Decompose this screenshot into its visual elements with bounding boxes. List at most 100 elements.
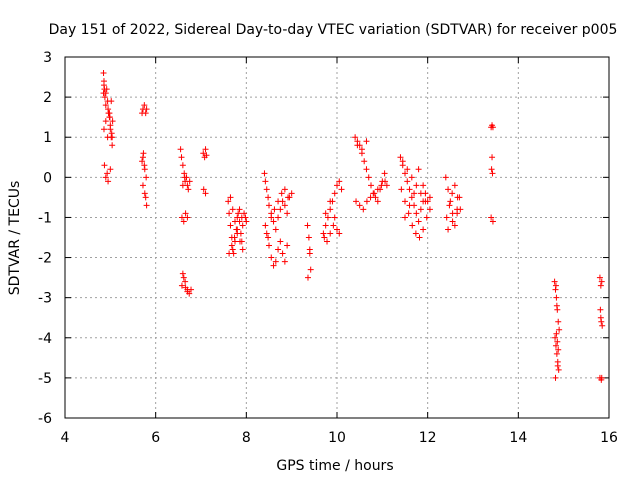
data-point-marker: [374, 186, 381, 193]
data-point-marker: [142, 194, 149, 201]
data-point-marker: [263, 186, 270, 193]
data-point-marker: [374, 198, 381, 205]
data-point-marker: [229, 246, 236, 253]
data-point-marker: [406, 186, 413, 193]
y-tick-label: -3: [38, 291, 52, 307]
data-point-marker: [327, 230, 334, 237]
data-point-marker: [352, 134, 359, 141]
data-point-marker: [184, 214, 191, 221]
data-point-marker: [275, 198, 282, 205]
data-point-marker: [361, 158, 368, 165]
data-point-marker: [336, 230, 343, 237]
x-tick-label: 16: [600, 430, 618, 446]
data-point-marker: [108, 98, 115, 105]
data-point-marker: [306, 246, 313, 253]
data-point-marker: [141, 162, 148, 169]
data-point-marker: [405, 210, 412, 217]
data-point-marker: [186, 178, 193, 185]
data-point-marker: [454, 194, 461, 201]
data-point-marker: [454, 210, 461, 217]
data-point-marker: [304, 222, 311, 229]
data-point-marker: [334, 182, 340, 189]
data-point-marker: [271, 206, 278, 213]
data-point-marker: [141, 102, 148, 109]
data-point-marker: [321, 234, 328, 241]
data-point-marker: [417, 206, 424, 213]
data-point-marker: [551, 278, 558, 285]
data-point-marker: [188, 286, 195, 293]
data-point-marker: [489, 218, 496, 225]
data-point-marker: [232, 218, 238, 225]
data-point-marker: [404, 166, 411, 173]
data-point-marker: [279, 250, 286, 257]
data-point-marker: [382, 178, 389, 185]
data-point-marker: [488, 166, 495, 173]
x-tick-label: 4: [61, 430, 70, 446]
data-point-marker: [261, 170, 268, 177]
data-point-marker: [180, 274, 187, 281]
data-point-marker: [420, 182, 427, 189]
data-point-marker: [179, 270, 186, 277]
data-point-marker: [277, 206, 284, 213]
data-point-marker: [402, 198, 408, 205]
data-point-marker: [353, 198, 360, 205]
data-point-marker: [284, 242, 291, 249]
data-point-marker: [278, 190, 285, 197]
data-point-marker: [100, 70, 107, 77]
data-point-marker: [281, 186, 288, 193]
data-point-marker: [225, 198, 232, 205]
data-point-marker: [275, 246, 282, 253]
data-point-marker: [103, 86, 110, 93]
data-point-marker: [102, 174, 109, 181]
data-point-marker: [181, 174, 188, 181]
data-point-marker: [447, 198, 454, 205]
data-point-marker: [358, 146, 365, 153]
data-point-marker: [262, 178, 269, 185]
data-point-marker: [182, 278, 189, 285]
data-point-marker: [553, 302, 560, 309]
data-point-marker: [596, 274, 603, 281]
data-point-marker: [553, 294, 560, 301]
data-point-marker: [327, 206, 334, 213]
data-point-marker: [402, 170, 408, 177]
data-point-marker: [270, 218, 277, 225]
data-point-marker: [277, 238, 284, 245]
data-point-marker: [422, 198, 429, 205]
data-point-marker: [305, 234, 312, 241]
data-point-marker: [139, 158, 146, 165]
data-point-marker: [555, 346, 562, 353]
x-axis-label: GPS time / hours: [276, 458, 393, 474]
data-point-marker: [553, 350, 560, 357]
data-point-marker: [338, 186, 345, 193]
data-point-marker: [238, 214, 245, 221]
data-point-marker: [442, 174, 449, 181]
y-tick-label: -6: [38, 411, 52, 427]
data-point-marker: [443, 214, 450, 221]
data-point-marker: [451, 222, 458, 229]
x-tick-label: 12: [419, 430, 437, 446]
data-point-marker: [143, 106, 150, 113]
data-point-marker: [109, 134, 116, 141]
data-point-marker: [554, 338, 561, 345]
data-point-marker: [102, 118, 109, 125]
data-point-marker: [178, 282, 185, 289]
data-point-marker: [415, 218, 422, 225]
data-point-marker: [101, 94, 108, 101]
data-point-marker: [105, 106, 112, 113]
data-point-marker: [186, 290, 193, 297]
data-point-marker: [381, 170, 388, 177]
data-point-marker: [336, 178, 343, 185]
x-tick-label: 10: [328, 430, 346, 446]
data-point-marker: [416, 234, 423, 241]
data-point-marker: [107, 166, 114, 173]
data-point-marker: [413, 182, 420, 189]
data-point-marker: [272, 258, 279, 265]
grid-lines: [65, 57, 609, 418]
data-point-marker: [307, 266, 314, 273]
data-point-marker: [102, 102, 109, 109]
data-point-marker: [330, 222, 337, 229]
data-point-marker: [556, 326, 563, 333]
data-point-marker: [402, 214, 408, 221]
y-tick-label: -1: [38, 210, 52, 226]
y-tick-label: -2: [38, 251, 52, 267]
